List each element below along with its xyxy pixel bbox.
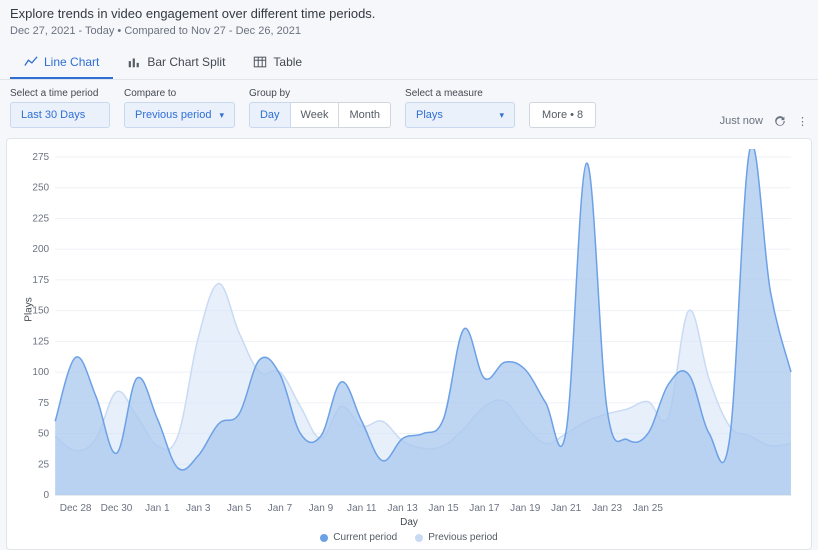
svg-text:Jan 9: Jan 9 [309,503,334,514]
compare-to-label: Compare to [124,88,235,99]
view-tabs: Line Chart Bar Chart Split Table [0,41,818,80]
svg-text:Jan 23: Jan 23 [592,503,623,514]
table-icon [253,55,267,69]
legend-previous: Previous period [415,532,497,543]
tab-table[interactable]: Table [239,49,316,79]
svg-text:0: 0 [44,490,50,501]
svg-text:Jan 17: Jan 17 [469,503,500,514]
svg-text:Jan 19: Jan 19 [510,503,541,514]
time-period-dropdown[interactable]: Last 30 Days [10,102,110,128]
bar-chart-icon [127,55,141,69]
compare-to-dropdown[interactable]: Previous period ▾ [124,102,235,128]
legend-label: Current period [333,532,397,543]
svg-text:Jan 15: Jan 15 [428,503,459,514]
tab-bar-chart-split[interactable]: Bar Chart Split [113,49,239,79]
svg-text:275: 275 [32,152,49,163]
measure-label: Select a measure [405,88,515,99]
svg-text:50: 50 [38,429,50,440]
svg-text:Jan 7: Jan 7 [268,503,293,514]
measure-value: Plays [416,109,443,121]
svg-text:Dec 28: Dec 28 [60,503,92,514]
tab-label: Bar Chart Split [147,55,225,69]
group-by-group: Group by Day Week Month [249,88,391,128]
tab-label: Line Chart [44,55,99,69]
legend-dot-previous [415,534,423,542]
line-chart-icon [24,55,38,69]
header-block: Explore trends in video engagement over … [0,0,818,41]
group-by-label: Group by [249,88,391,99]
group-by-segmented: Day Week Month [249,102,391,128]
group-by-day[interactable]: Day [249,102,291,128]
page-title: Explore trends in video engagement over … [10,6,808,21]
legend-dot-current [320,534,328,542]
svg-text:100: 100 [32,367,49,378]
svg-text:25: 25 [38,459,50,470]
svg-text:Jan 1: Jan 1 [145,503,170,514]
svg-text:150: 150 [32,306,49,317]
controls-row: Select a time period Last 30 Days Compar… [0,80,818,138]
svg-text:125: 125 [32,336,49,347]
legend-label: Previous period [428,532,497,543]
svg-text:Jan 13: Jan 13 [388,503,419,514]
svg-text:250: 250 [32,183,49,194]
svg-text:Jan 3: Jan 3 [186,503,211,514]
svg-text:Jan 5: Jan 5 [227,503,252,514]
more-filters-button[interactable]: More • 8 [529,102,596,128]
svg-text:225: 225 [32,213,49,224]
time-period-label: Select a time period [10,88,110,99]
measure-dropdown[interactable]: Plays ▾ [405,102,515,128]
tab-line-chart[interactable]: Line Chart [10,49,113,79]
measure-group: Select a measure Plays ▾ [405,88,515,128]
svg-text:175: 175 [32,275,49,286]
svg-text:200: 200 [32,244,49,255]
svg-text:Dec 30: Dec 30 [101,503,133,514]
time-period-value: Last 30 Days [21,109,85,121]
status-text: Just now [720,115,763,127]
svg-text:Jan 11: Jan 11 [347,503,377,514]
tab-label: Table [273,55,302,69]
svg-text:75: 75 [38,398,50,409]
chart-area: Plays 0 25 50 75 100 125 150 175 200 225 250 275 Dec… [21,149,797,519]
compare-to-value: Previous period [135,109,211,121]
group-by-month[interactable]: Month [339,102,391,128]
line-chart-svg: 0 25 50 75 100 125 150 175 200 225 250 275 Dec 28 Dec… [21,149,797,519]
time-period-group: Select a time period Last 30 Days [10,88,110,128]
svg-text:Jan 25: Jan 25 [633,503,664,514]
date-range-text: Dec 27, 2021 - Today • Compared to Nov 2… [10,25,808,37]
kebab-menu-icon[interactable]: ⋮ [797,115,808,128]
chart-card: Plays 0 25 50 75 100 125 150 175 200 225 250 275 Dec… [6,138,812,550]
y-axis-label: Plays [24,297,35,321]
svg-text:Jan 21: Jan 21 [551,503,582,514]
more-group: More • 8 [529,88,596,128]
legend-current: Current period [320,532,397,543]
group-by-week[interactable]: Week [291,102,340,128]
refresh-icon[interactable] [773,114,787,128]
refresh-status: Just now ⋮ [720,114,808,128]
chevron-down-icon: ▾ [500,110,505,121]
compare-to-group: Compare to Previous period ▾ [124,88,235,128]
chevron-down-icon: ▾ [219,110,224,121]
chart-legend: Current period Previous period [21,528,797,545]
